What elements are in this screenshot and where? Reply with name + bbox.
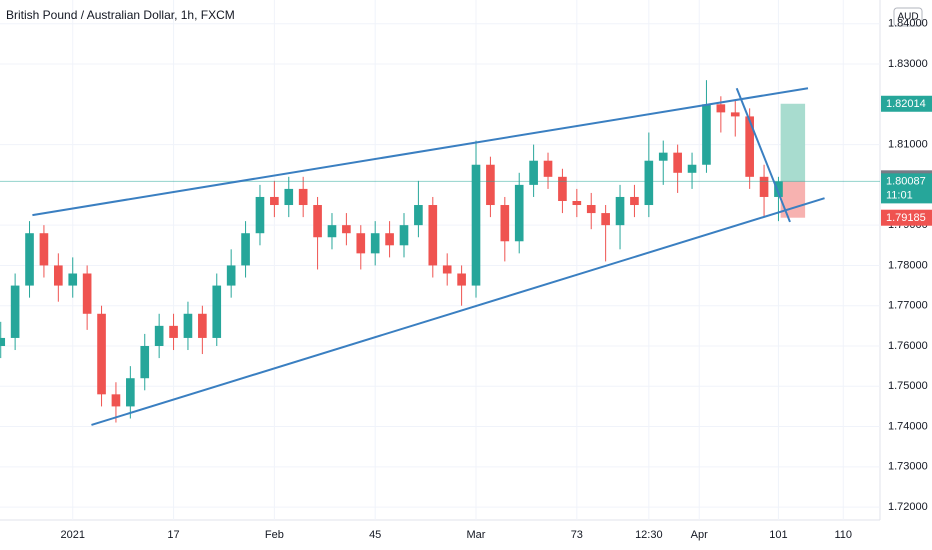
candle-body — [586, 205, 596, 214]
candle-body — [111, 394, 121, 407]
candle-body — [457, 273, 466, 286]
currency-box[interactable] — [893, 7, 923, 27]
candle-body — [442, 265, 452, 274]
candle-body — [529, 160, 538, 185]
x-tick-label: Apr — [691, 529, 708, 541]
candle-body — [572, 200, 582, 206]
candle-body — [25, 233, 34, 286]
candle-body — [198, 313, 207, 338]
candle-body — [126, 378, 135, 407]
price-label-box — [881, 95, 932, 112]
candle-body — [356, 233, 366, 254]
price-label: 1.80087 — [886, 175, 926, 187]
candle-body — [601, 213, 610, 226]
candle-body — [226, 265, 236, 286]
candle-body — [514, 184, 524, 242]
candle-body — [471, 164, 481, 286]
candle-body — [342, 225, 351, 234]
price-countdown: 11:01 — [886, 189, 913, 201]
candle-body — [39, 233, 49, 266]
candle-body — [716, 104, 726, 113]
y-tick-label: 1.81000 — [888, 139, 928, 151]
candle-body — [241, 233, 250, 266]
x-tick-label: 2021 — [60, 529, 84, 541]
x-tick-label: Feb — [265, 529, 284, 541]
candle-body — [169, 325, 178, 338]
candle-body — [774, 181, 783, 197]
candle-body — [644, 160, 654, 206]
x-tick-label: 45 — [369, 529, 381, 541]
candle-body — [615, 196, 625, 226]
candle-body — [558, 176, 567, 201]
y-tick-label: 1.77000 — [888, 300, 928, 312]
candle-body — [0, 337, 6, 346]
candle-body — [414, 205, 423, 226]
candle-body — [212, 285, 222, 338]
y-tick-label: 1.78000 — [888, 259, 928, 271]
candle-body — [399, 225, 409, 246]
candle-body — [284, 188, 294, 206]
chart-title: British Pound / Australian Dollar, 1h, F… — [6, 8, 235, 22]
y-tick-label: 1.75000 — [888, 380, 928, 392]
x-tick-label: Mar — [467, 529, 486, 541]
x-tick-label: 73 — [571, 529, 583, 541]
candle-body — [327, 225, 337, 238]
x-tick-label: 101 — [769, 529, 787, 541]
candle-body — [730, 112, 740, 117]
candle-body — [370, 233, 380, 254]
candle-body — [68, 273, 78, 286]
y-tick-label: 1.84000 — [888, 18, 928, 30]
x-tick-label: 17 — [167, 529, 179, 541]
candle-body — [500, 205, 510, 242]
trend-line — [735, 87, 791, 223]
price-label: 1.79185 — [886, 212, 926, 224]
candle-body — [140, 345, 150, 379]
candle-body — [270, 196, 279, 206]
candle-body — [255, 196, 265, 234]
candle-body — [745, 116, 754, 177]
candle-body — [673, 152, 682, 173]
candle-body — [154, 325, 164, 346]
candle-body — [428, 205, 438, 266]
candle-body — [687, 164, 697, 173]
candle-body — [54, 265, 63, 286]
trend-line — [32, 87, 809, 217]
y-tick-label: 1.76000 — [888, 340, 928, 352]
candle-body — [543, 160, 553, 177]
candle-body — [97, 313, 106, 395]
candle-body — [630, 196, 639, 206]
candle-body — [298, 188, 308, 206]
x-tick-label: 12:30 — [635, 529, 663, 541]
candle-body — [759, 176, 769, 197]
trend-line — [91, 197, 825, 426]
price-label-box — [881, 209, 932, 226]
candle-body — [313, 205, 322, 238]
y-tick-label: 1.74000 — [888, 420, 928, 432]
candle-body — [486, 164, 495, 206]
price-label-box — [881, 173, 932, 204]
y-tick-label: 1.72000 — [888, 501, 928, 513]
price-label: 1.82014 — [886, 98, 926, 110]
candle-body — [658, 152, 668, 161]
candle-body — [385, 233, 394, 246]
y-tick-label: 1.73000 — [888, 461, 928, 473]
x-tick-label: 110 — [834, 529, 852, 541]
candle-body — [702, 104, 711, 165]
candle-body — [10, 285, 20, 338]
loss-zone — [780, 181, 806, 218]
profit-zone — [780, 103, 806, 182]
y-tick-label: 1.83000 — [888, 58, 928, 70]
candle-body — [82, 273, 92, 314]
currency-label[interactable]: AUD — [897, 12, 918, 23]
candle-body — [183, 313, 193, 338]
